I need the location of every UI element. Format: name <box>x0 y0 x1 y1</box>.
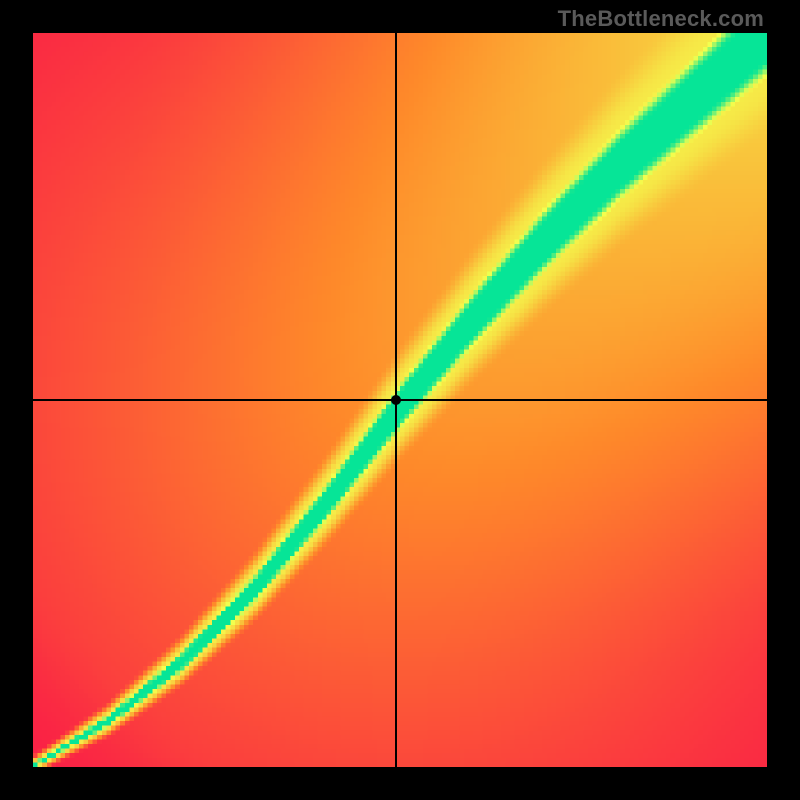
heatmap-plot <box>33 33 767 767</box>
watermark-text: TheBottleneck.com <box>558 6 764 32</box>
crosshair-marker <box>391 395 401 405</box>
